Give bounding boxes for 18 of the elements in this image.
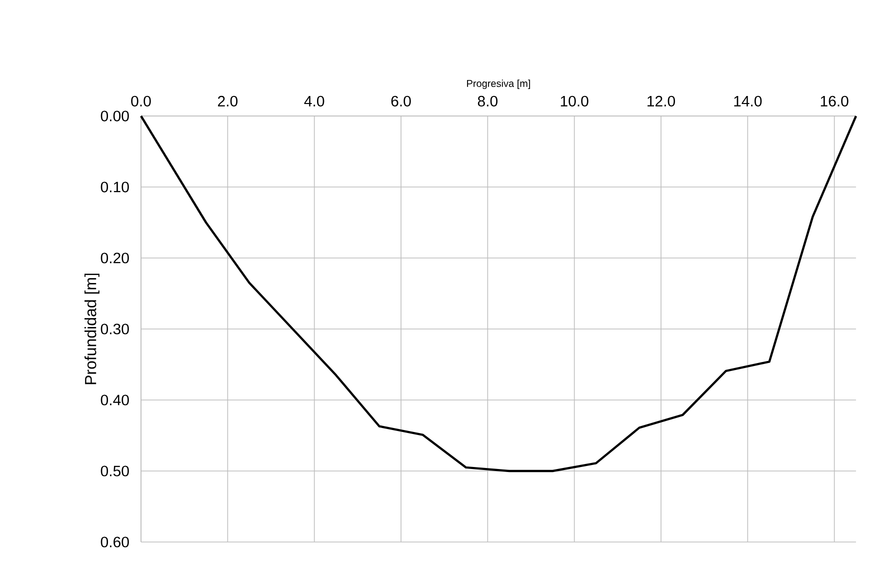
y-tick-label: 0.00: [100, 110, 129, 122]
y-tick-label: 0.20: [100, 252, 129, 264]
x-tick-label: 2.0: [218, 96, 238, 106]
x-tick-label: 8.0: [478, 96, 498, 106]
y-tick-label: 0.40: [100, 394, 129, 406]
y-tick-label: 0.30: [100, 324, 129, 334]
x-tick-label: 16.0: [820, 96, 848, 106]
x-tick-label: 10.0: [560, 96, 588, 106]
x-tick-label: 0.0: [131, 96, 151, 106]
x-tick-label: 6.0: [391, 96, 411, 106]
y-tick-label: 0.60: [100, 536, 129, 548]
y-tick-label: 0.50: [100, 466, 129, 476]
x-tick-label: 12.0: [648, 96, 676, 106]
y-axis-title: Profundidad [m]: [84, 274, 100, 384]
x-axis-title: Progresiva [m]: [467, 80, 530, 89]
y-tick-label: 0.10: [100, 182, 129, 192]
x-tick-label: 14.0: [734, 96, 762, 106]
x-tick-label: 4.0: [304, 96, 324, 106]
